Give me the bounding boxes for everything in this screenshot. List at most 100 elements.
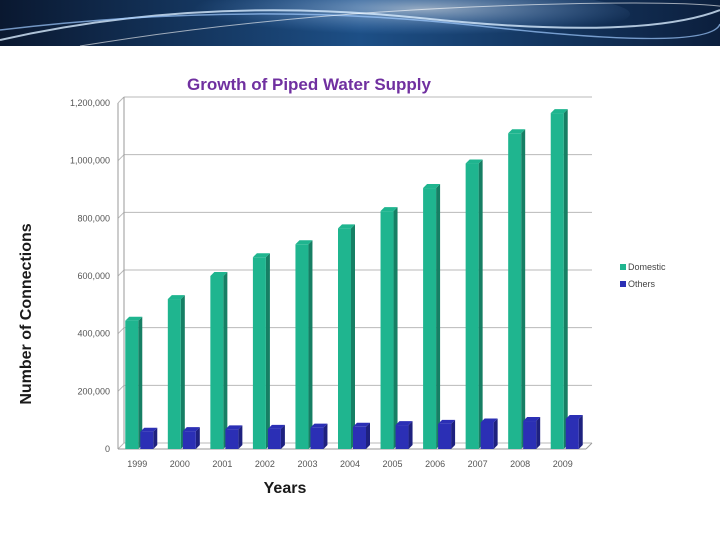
bar-side-domestic	[308, 240, 313, 449]
gridline-depth	[117, 211, 125, 219]
bar-others	[310, 427, 324, 449]
bar-top-domestic	[465, 159, 483, 164]
bar-side-others	[323, 423, 328, 449]
bar-others	[353, 426, 366, 449]
x-tick-label: 2006	[425, 459, 445, 469]
bar-top-others	[140, 427, 158, 432]
legend-swatch-others	[620, 281, 626, 287]
gridline-depth	[117, 384, 125, 392]
bar-side-domestic	[436, 184, 441, 449]
bar-side-others	[280, 424, 285, 449]
bar-side-others	[451, 419, 456, 449]
y-tick-label: 200,000	[77, 386, 110, 396]
bar-side-domestic	[393, 207, 398, 449]
bar-side-domestic	[478, 159, 483, 450]
legend: Domestic Others	[620, 262, 666, 289]
bar-side-others	[366, 422, 370, 449]
bar-others	[182, 431, 196, 449]
bar-others	[225, 429, 239, 449]
bar-top-others	[267, 424, 285, 429]
x-tick-label: 2000	[170, 459, 190, 469]
legend-label-domestic: Domestic	[628, 262, 666, 272]
bar-side-domestic	[563, 109, 568, 449]
bar-top-domestic	[167, 295, 185, 300]
bar-top-domestic	[252, 253, 270, 258]
bar-top-others	[438, 419, 456, 424]
bar-side-others	[195, 427, 200, 449]
bar-domestic	[167, 299, 181, 449]
gridline-depth	[117, 269, 125, 277]
bar-top-domestic	[423, 184, 441, 189]
header-banner	[0, 0, 720, 46]
bar-top-others	[480, 418, 498, 423]
x-tick-label: 2009	[553, 459, 573, 469]
bar-top-others	[565, 415, 583, 420]
gridline-depth	[117, 327, 125, 335]
bar-chart: Growth of Piped Water Supply Number of C…	[18, 75, 666, 497]
bar-top-domestic	[125, 316, 143, 321]
bar-side-domestic	[180, 295, 185, 449]
bar-domestic	[125, 320, 139, 449]
gridline-depth	[117, 442, 125, 450]
bar-others	[438, 423, 452, 449]
x-tick-label: 1999	[127, 459, 147, 469]
bar-domestic	[380, 211, 394, 449]
bar-side-domestic	[138, 316, 143, 449]
bar-top-domestic	[380, 207, 398, 212]
bar-domestic	[252, 257, 266, 449]
bar-top-others	[310, 423, 328, 428]
bar-top-domestic	[508, 129, 526, 134]
bar-others	[565, 419, 579, 449]
bar-top-domestic	[550, 109, 568, 114]
bar-others	[523, 421, 537, 449]
bar-side-domestic	[223, 272, 228, 449]
legend-label-others: Others	[628, 279, 656, 289]
bar-domestic	[465, 163, 479, 450]
plot-area: 0 200,000 400,000 600,000 800,000 1,000,000 1,…	[70, 96, 593, 469]
bar-domestic	[338, 228, 351, 449]
bar-others	[140, 431, 154, 449]
x-tick-label: 2001	[212, 459, 232, 469]
bar-side-others	[493, 418, 498, 449]
gridline-depth	[117, 96, 125, 104]
bar-others	[480, 422, 494, 449]
bar-top-others	[182, 427, 200, 432]
bar-side-others	[153, 427, 158, 449]
bar-others	[267, 428, 281, 449]
y-tick-label: 1,000,000	[70, 156, 110, 166]
bar-side-domestic	[351, 224, 355, 449]
bar-domestic	[210, 276, 224, 449]
bar-domestic	[508, 133, 522, 449]
bar-side-others	[578, 415, 583, 449]
bar-top-domestic	[338, 224, 355, 229]
y-axis-label: Number of Connections	[18, 223, 35, 404]
bar-others	[395, 425, 409, 449]
x-tick-label: 2005	[383, 459, 403, 469]
y-tick-label: 400,000	[77, 329, 110, 339]
bar-side-others	[536, 417, 541, 449]
x-tick-label: 2003	[297, 459, 317, 469]
x-axis-label: Years	[264, 480, 307, 497]
bar-top-others	[353, 422, 370, 427]
bar-top-domestic	[210, 272, 228, 276]
bar-side-others	[408, 421, 413, 449]
legend-swatch-domestic	[620, 264, 626, 270]
chart-title: Growth of Piped Water Supply	[187, 75, 432, 94]
x-tick-label: 2002	[255, 459, 275, 469]
y-tick-label: 800,000	[77, 213, 110, 223]
x-tick-label: 2007	[468, 459, 488, 469]
bar-domestic	[550, 113, 564, 449]
bar-side-domestic	[521, 129, 526, 449]
x-tick-label: 2008	[510, 459, 530, 469]
bar-side-domestic	[265, 253, 270, 449]
bar-domestic	[295, 244, 309, 449]
bar-top-others	[523, 417, 541, 422]
bar-top-others	[395, 421, 413, 426]
y-tick-label: 0	[105, 444, 110, 454]
x-tick-label: 2004	[340, 459, 360, 469]
bar-side-others	[238, 425, 243, 449]
gridline-depth	[117, 154, 125, 162]
y-tick-label: 1,200,000	[70, 98, 110, 108]
bar-top-others	[225, 425, 243, 430]
bar-top-domestic	[295, 240, 313, 245]
